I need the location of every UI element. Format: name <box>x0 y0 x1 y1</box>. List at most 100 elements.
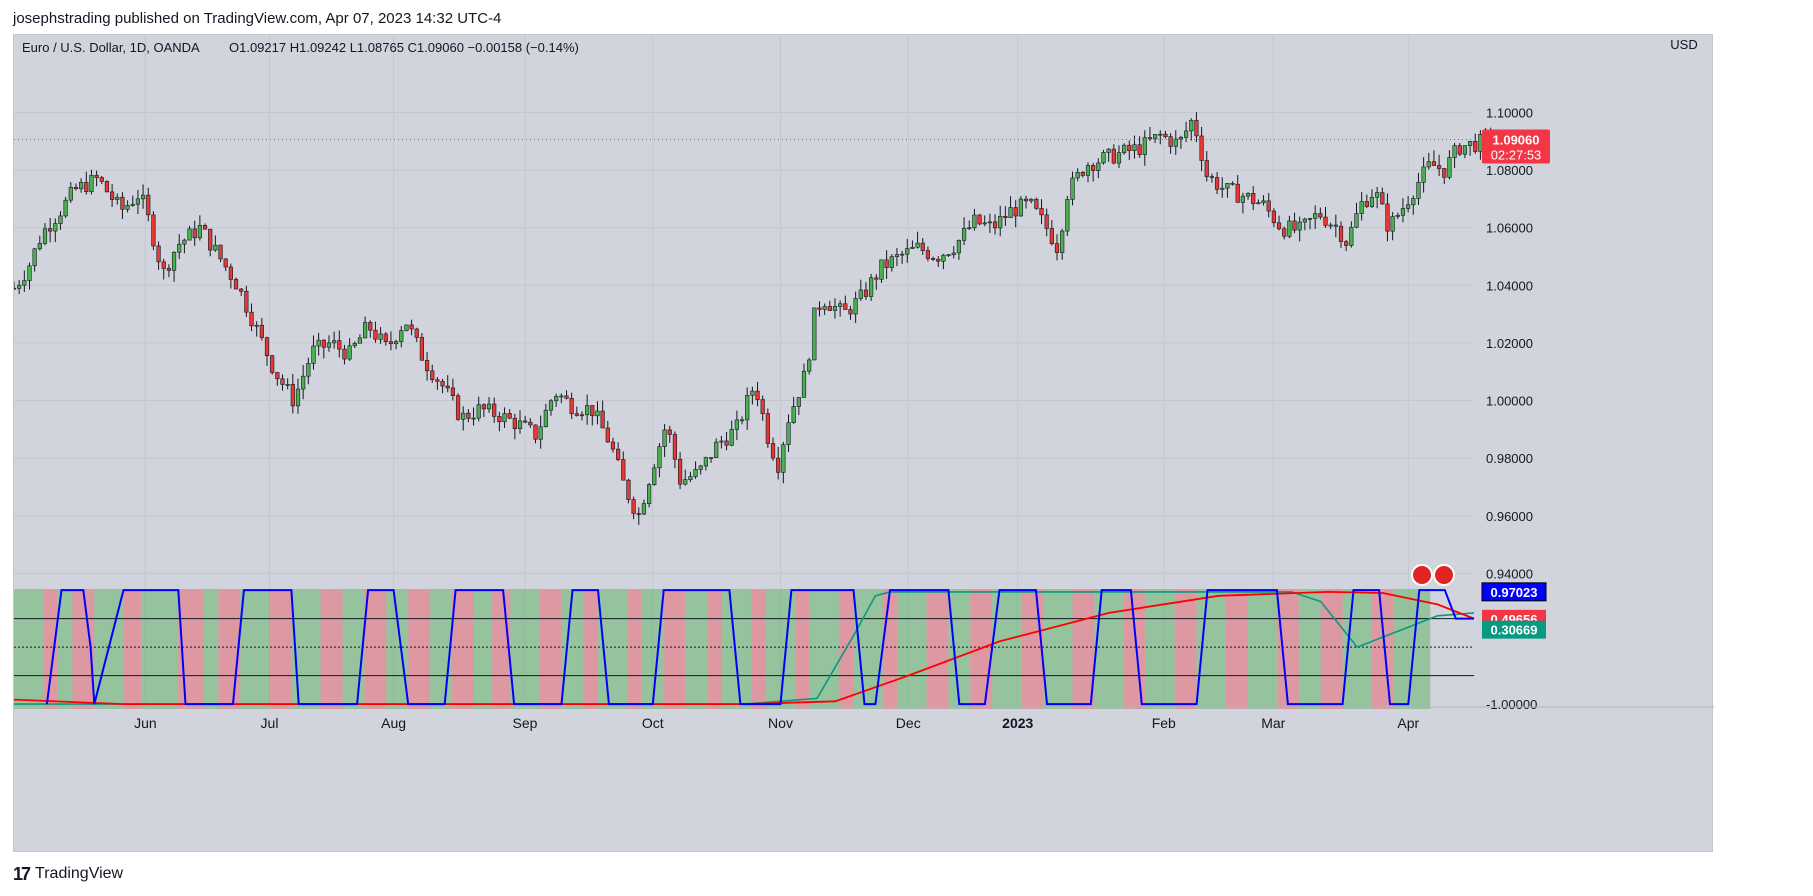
indicator-zone <box>510 589 540 709</box>
price-tick-label: 0.96000 <box>1486 509 1533 524</box>
indicator-value-label: 0.30669 <box>1491 623 1538 638</box>
candle-body <box>285 384 290 386</box>
indicator-zone <box>1298 589 1321 709</box>
candle-body <box>125 205 130 210</box>
candle-body <box>1266 200 1271 212</box>
candle-body <box>378 333 383 340</box>
candle-body <box>1421 166 1426 183</box>
candle-body <box>1116 152 1122 164</box>
candle-body <box>1230 183 1235 185</box>
time-tick-label: 2023 <box>1002 715 1033 731</box>
candle-body <box>776 457 781 473</box>
candle-body <box>595 410 600 417</box>
candle-body <box>254 324 259 327</box>
candle-body <box>858 289 863 299</box>
price-chart[interactable]: 1.10000 1.08000 1.06000 1.04000 1.02000 1.000… <box>14 35 1714 853</box>
candle-body <box>786 422 791 445</box>
candle-body <box>1287 220 1292 237</box>
candle-body <box>1349 226 1354 246</box>
indicator-zone <box>948 589 971 709</box>
candle-body <box>1029 198 1034 202</box>
candle-body <box>889 256 894 268</box>
candle-body <box>177 243 182 253</box>
candle-body <box>213 244 218 251</box>
candle-body <box>73 186 79 190</box>
indicator-zone <box>1021 589 1044 709</box>
candle-body <box>218 244 223 260</box>
indicator-zone <box>408 589 431 709</box>
candle-body <box>1189 119 1194 132</box>
candle-body <box>228 266 233 280</box>
candle-body <box>466 412 471 419</box>
candle-body <box>1147 137 1153 140</box>
candle-body <box>652 467 657 485</box>
candle-body <box>1364 201 1369 207</box>
footer: 17 TradingView <box>13 862 123 886</box>
candle-body <box>1199 135 1204 161</box>
candle-body <box>1091 165 1096 171</box>
indicator-zone <box>882 589 898 709</box>
candle-body <box>1307 218 1313 220</box>
candles <box>14 112 1498 525</box>
currency-label: USD <box>1670 37 1697 52</box>
event-flags[interactable] <box>1411 564 1455 586</box>
us-flag-icon[interactable] <box>1433 564 1455 586</box>
candle-body <box>992 221 998 229</box>
indicator-zone <box>583 589 598 709</box>
candle-body <box>1411 198 1416 206</box>
candle-body <box>900 253 905 256</box>
candle-body <box>130 203 135 206</box>
indicator-zone <box>561 589 584 709</box>
candle-body <box>579 414 585 417</box>
indicator-zone <box>539 589 562 709</box>
candle-body <box>1049 228 1054 245</box>
candle-body <box>316 339 321 347</box>
candle-body <box>734 419 739 430</box>
candle-body <box>347 345 352 360</box>
candle-body <box>259 324 264 338</box>
candle-body <box>1044 214 1049 229</box>
candle-body <box>99 177 104 182</box>
price-axis: 1.10000 1.08000 1.06000 1.04000 1.02000 1.000… <box>1481 105 1550 712</box>
candle-body <box>832 306 838 311</box>
candle-body <box>982 222 987 225</box>
candle-body <box>693 469 698 477</box>
candle-body <box>89 174 94 193</box>
candle-body <box>321 339 326 348</box>
candle-body <box>166 268 172 271</box>
us-flag-icon[interactable] <box>1411 564 1433 586</box>
candle-body <box>1473 140 1478 152</box>
indicator-zone <box>1145 589 1175 709</box>
candle-body <box>956 240 962 254</box>
indicator-zone <box>320 589 343 709</box>
candle-body <box>435 379 440 382</box>
candle-body <box>853 298 858 315</box>
candle-body <box>455 395 461 420</box>
candle-body <box>517 420 523 429</box>
candle-body <box>781 444 786 473</box>
candle-body <box>905 248 910 255</box>
candle-body <box>543 409 548 428</box>
candle-body <box>249 311 254 327</box>
chart-frame[interactable]: 1.10000 1.08000 1.06000 1.04000 1.02000 1.000… <box>13 34 1714 853</box>
candle-body <box>295 388 301 407</box>
candle-body <box>972 214 977 229</box>
price-tick-label: 1.02000 <box>1486 336 1533 351</box>
candle-body <box>140 194 146 200</box>
candle-body <box>14 287 17 290</box>
time-tick-label: Mar <box>1261 715 1285 731</box>
indicator-zone <box>43 589 58 709</box>
candle-body <box>58 215 63 224</box>
candle-body <box>863 289 869 297</box>
candle-body <box>1406 204 1411 209</box>
indicator-zone <box>1174 589 1197 709</box>
time-tick-label: Sep <box>513 715 538 731</box>
candle-body <box>476 404 481 419</box>
candle-body <box>1225 183 1230 189</box>
candle-body <box>770 443 776 459</box>
candle-body <box>383 333 388 342</box>
candle-body <box>796 397 801 407</box>
candle-body <box>1318 213 1323 218</box>
candle-body <box>533 424 538 440</box>
